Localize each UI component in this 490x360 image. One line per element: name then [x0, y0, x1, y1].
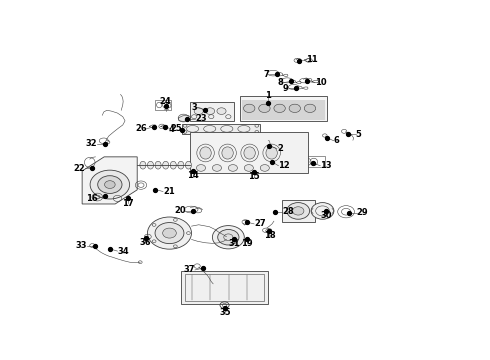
Text: 7: 7 [264, 70, 270, 79]
Text: 34: 34 [118, 247, 129, 256]
Text: 20: 20 [174, 206, 186, 215]
Text: 21: 21 [163, 187, 175, 196]
Circle shape [196, 165, 206, 171]
Text: 11: 11 [306, 55, 318, 64]
Ellipse shape [244, 147, 255, 159]
Circle shape [155, 222, 184, 244]
Circle shape [218, 229, 239, 245]
Text: 18: 18 [264, 231, 275, 240]
Text: 31: 31 [228, 239, 240, 248]
Ellipse shape [155, 161, 161, 169]
Ellipse shape [200, 147, 211, 159]
Bar [190, 102, 234, 121]
Text: 30: 30 [320, 211, 332, 220]
Circle shape [259, 104, 270, 112]
Circle shape [260, 165, 270, 171]
Text: 32: 32 [86, 139, 98, 148]
Circle shape [293, 207, 304, 215]
Bar [281, 200, 315, 222]
Ellipse shape [170, 161, 176, 169]
Text: 16: 16 [86, 194, 98, 203]
Circle shape [147, 217, 192, 249]
Text: 12: 12 [278, 161, 290, 170]
Text: 37: 37 [183, 265, 195, 274]
Bar [240, 96, 327, 121]
Text: 28: 28 [282, 207, 294, 216]
Circle shape [304, 104, 316, 112]
Circle shape [245, 165, 253, 171]
Circle shape [217, 108, 226, 114]
Text: 25: 25 [171, 124, 182, 133]
Text: 6: 6 [334, 136, 340, 145]
Text: 22: 22 [73, 164, 85, 173]
Text: 26: 26 [135, 124, 147, 133]
Text: 9: 9 [283, 85, 288, 94]
Circle shape [163, 228, 176, 238]
Text: 2: 2 [277, 144, 283, 153]
Circle shape [244, 104, 255, 112]
Text: 3: 3 [192, 103, 197, 112]
Text: 29: 29 [357, 208, 368, 217]
Circle shape [212, 226, 245, 249]
Bar [190, 132, 308, 174]
Ellipse shape [222, 147, 233, 159]
Bar [300, 156, 325, 167]
Bar [182, 123, 260, 134]
Bar [155, 100, 172, 110]
Text: 35: 35 [220, 307, 231, 316]
Circle shape [289, 104, 300, 112]
Circle shape [194, 108, 203, 114]
Text: 23: 23 [195, 114, 207, 123]
Text: 13: 13 [320, 161, 332, 170]
Bar [185, 274, 264, 301]
Text: 15: 15 [248, 172, 260, 181]
Text: 4: 4 [169, 125, 174, 134]
Bar [260, 156, 286, 167]
Text: 8: 8 [278, 78, 283, 87]
Polygon shape [82, 157, 137, 204]
Circle shape [274, 104, 285, 112]
Text: 27: 27 [254, 220, 266, 229]
Text: 17: 17 [122, 199, 133, 208]
Ellipse shape [163, 161, 169, 169]
Text: 33: 33 [75, 241, 87, 250]
Circle shape [206, 108, 215, 114]
Ellipse shape [266, 147, 277, 159]
Circle shape [90, 170, 129, 199]
Text: 10: 10 [315, 78, 326, 87]
Text: 36: 36 [140, 238, 151, 247]
Circle shape [287, 203, 310, 219]
Circle shape [104, 181, 115, 188]
Text: 5: 5 [356, 130, 362, 139]
Ellipse shape [147, 161, 153, 169]
Circle shape [178, 114, 189, 122]
Text: 14: 14 [188, 171, 199, 180]
Circle shape [228, 165, 238, 171]
Text: 19: 19 [241, 239, 252, 248]
Ellipse shape [140, 161, 146, 169]
Circle shape [311, 203, 334, 219]
Bar [181, 270, 268, 304]
Text: 1: 1 [265, 91, 271, 100]
Text: 24: 24 [160, 97, 172, 106]
Ellipse shape [178, 161, 184, 169]
Ellipse shape [185, 161, 192, 169]
Circle shape [212, 165, 221, 171]
Circle shape [98, 176, 122, 193]
